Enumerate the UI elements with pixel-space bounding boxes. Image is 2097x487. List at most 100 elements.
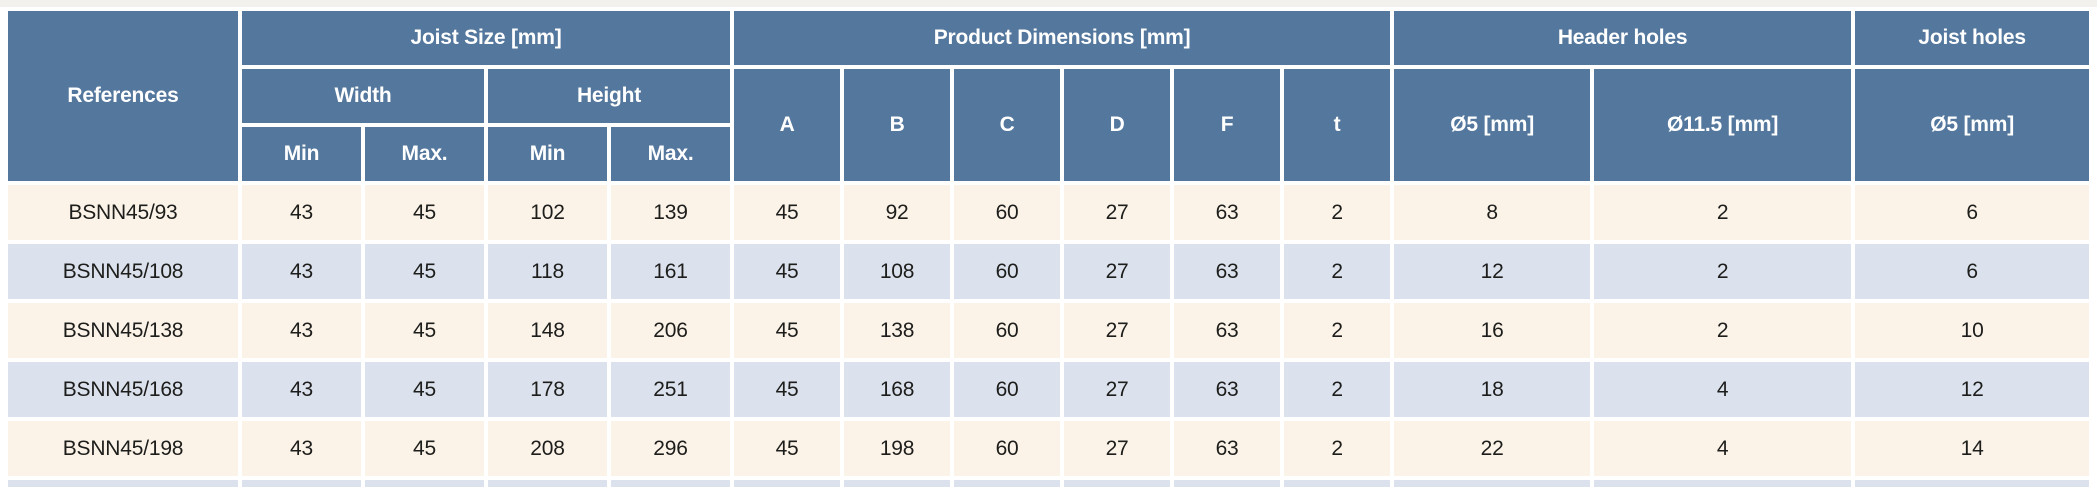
reference-cell: BSNN45/108 xyxy=(8,244,238,299)
table-row: BSNN45/168 43 45 178 251 45 168 60 27 63… xyxy=(8,362,2090,417)
header-width-max: Max. xyxy=(365,127,484,181)
table-row-partial xyxy=(8,480,2090,487)
header-row-minmax: Min Max. Min Max. xyxy=(8,127,2089,181)
header-dim-a: A xyxy=(734,69,841,181)
header-height-max: Max. xyxy=(611,127,731,181)
value-cell: 60 xyxy=(954,244,1061,299)
header-width: Width xyxy=(242,69,484,123)
value-cell: 16 xyxy=(1394,303,1591,358)
header-row-groups: References Joist Size [mm] Product Dimen… xyxy=(8,11,2090,181)
value-cell: 45 xyxy=(365,244,484,299)
value-cell: 45 xyxy=(734,421,841,476)
header-references: References xyxy=(8,11,238,181)
value-cell: 139 xyxy=(611,185,731,240)
value-cell: 2 xyxy=(1594,185,1852,240)
value-cell-empty xyxy=(1594,480,1852,487)
table-row: BSNN45/93 43 45 102 139 45 92 60 27 63 2… xyxy=(8,185,2090,240)
value-cell: 45 xyxy=(365,421,484,476)
header-dim-d: D xyxy=(1064,69,1171,181)
header-height: Height xyxy=(488,69,731,123)
value-cell: 45 xyxy=(734,362,841,417)
value-cell: 14 xyxy=(1855,421,2090,476)
reference-cell: BSNN45/198 xyxy=(8,421,238,476)
value-cell: 43 xyxy=(242,244,361,299)
value-cell: 6 xyxy=(1855,244,2090,299)
value-cell: 22 xyxy=(1394,421,1591,476)
value-cell-empty xyxy=(1174,480,1281,487)
value-cell: 178 xyxy=(488,362,607,417)
value-cell: 27 xyxy=(1064,185,1171,240)
value-cell: 118 xyxy=(488,244,607,299)
value-cell: 60 xyxy=(954,185,1061,240)
value-cell: 4 xyxy=(1594,362,1852,417)
value-cell: 43 xyxy=(242,303,361,358)
header-header-holes: Header holes xyxy=(1394,11,1852,65)
header-height-min: Min xyxy=(488,127,607,181)
value-cell-empty xyxy=(242,480,361,487)
value-cell: 43 xyxy=(242,185,361,240)
value-cell: 45 xyxy=(365,362,484,417)
value-cell: 92 xyxy=(844,185,951,240)
value-cell: 10 xyxy=(1855,303,2090,358)
value-cell-empty xyxy=(1394,480,1591,487)
value-cell: 27 xyxy=(1064,421,1171,476)
value-cell: 6 xyxy=(1855,185,2090,240)
value-cell: 45 xyxy=(734,303,841,358)
header-header-holes-d11-5: Ø11.5 [mm] xyxy=(1594,69,1852,181)
value-cell: 60 xyxy=(954,421,1061,476)
value-cell: 8 xyxy=(1394,185,1591,240)
value-cell: 2 xyxy=(1594,244,1852,299)
value-cell: 45 xyxy=(365,185,484,240)
value-cell: 12 xyxy=(1855,362,2090,417)
header-dim-t: t xyxy=(1284,69,1391,181)
header-product-dimensions: Product Dimensions [mm] xyxy=(734,11,1391,65)
table-row: BSNN45/198 43 45 208 296 45 198 60 27 63… xyxy=(8,421,2090,476)
value-cell: 206 xyxy=(611,303,731,358)
value-cell: 138 xyxy=(844,303,951,358)
value-cell: 148 xyxy=(488,303,607,358)
header-dim-f: F xyxy=(1174,69,1281,181)
value-cell: 2 xyxy=(1284,244,1391,299)
value-cell: 2 xyxy=(1284,185,1391,240)
value-cell: 198 xyxy=(844,421,951,476)
value-cell: 43 xyxy=(242,362,361,417)
value-cell: 2 xyxy=(1284,303,1391,358)
value-cell: 18 xyxy=(1394,362,1591,417)
table-row: BSNN45/138 43 45 148 206 45 138 60 27 63… xyxy=(8,303,2090,358)
value-cell: 2 xyxy=(1284,362,1391,417)
value-cell: 12 xyxy=(1394,244,1591,299)
value-cell: 45 xyxy=(365,303,484,358)
table-row: BSNN45/108 43 45 118 161 45 108 60 27 63… xyxy=(8,244,2090,299)
value-cell-empty xyxy=(1284,480,1391,487)
value-cell: 4 xyxy=(1594,421,1852,476)
value-cell: 2 xyxy=(1284,421,1391,476)
reference-cell: BSNN45/138 xyxy=(8,303,238,358)
value-cell: 60 xyxy=(954,362,1061,417)
header-width-min: Min xyxy=(242,127,361,181)
header-dim-b: B xyxy=(844,69,951,181)
value-cell: 27 xyxy=(1064,303,1171,358)
value-cell: 45 xyxy=(734,185,841,240)
value-cell: 43 xyxy=(242,421,361,476)
value-cell: 296 xyxy=(611,421,731,476)
spec-table: References Joist Size [mm] Product Dimen… xyxy=(4,7,2094,487)
value-cell-empty xyxy=(844,480,951,487)
value-cell-empty xyxy=(611,480,731,487)
value-cell: 27 xyxy=(1064,362,1171,417)
value-cell: 63 xyxy=(1174,421,1281,476)
reference-cell: BSNN45/93 xyxy=(8,185,238,240)
header-joist-holes: Joist holes xyxy=(1855,11,2090,65)
value-cell: 63 xyxy=(1174,244,1281,299)
value-cell: 251 xyxy=(611,362,731,417)
value-cell: 60 xyxy=(954,303,1061,358)
value-cell-empty xyxy=(1855,480,2090,487)
header-joist-size: Joist Size [mm] xyxy=(242,11,731,65)
value-cell: 102 xyxy=(488,185,607,240)
value-cell: 108 xyxy=(844,244,951,299)
header-joist-holes-d5: Ø5 [mm] xyxy=(1855,69,2090,181)
value-cell: 2 xyxy=(1594,303,1852,358)
value-cell: 63 xyxy=(1174,362,1281,417)
page-top-strip xyxy=(0,0,2097,7)
value-cell: 63 xyxy=(1174,303,1281,358)
